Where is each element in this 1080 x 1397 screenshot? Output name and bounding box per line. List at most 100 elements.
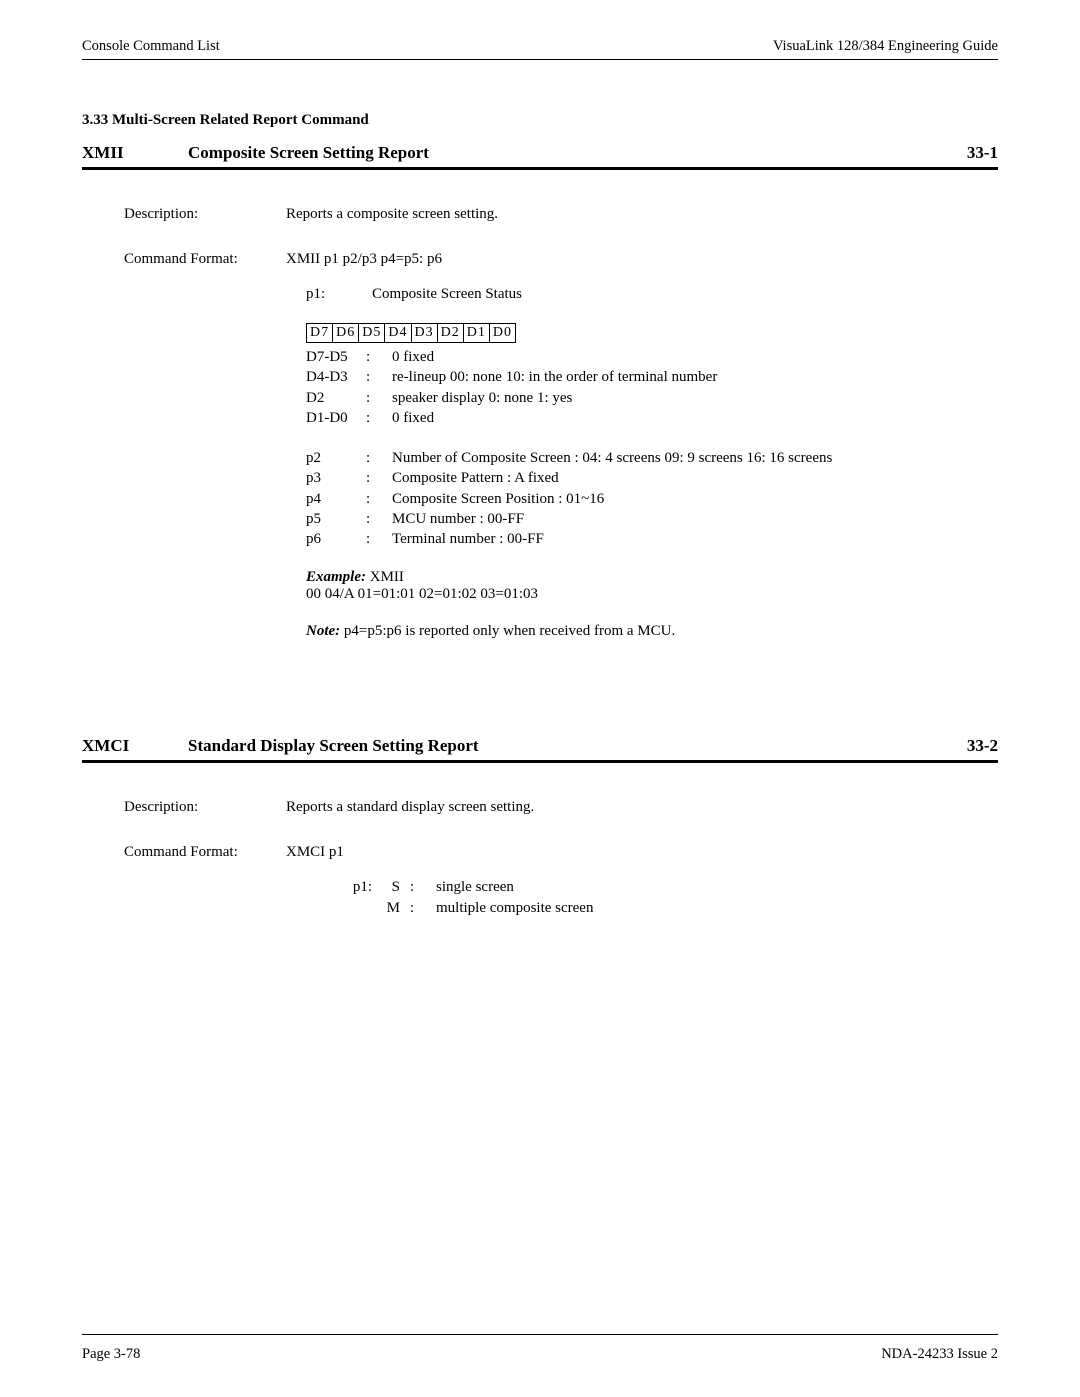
command-title: Composite Screen Setting Report xyxy=(188,143,967,163)
p1-desc: Composite Screen Status xyxy=(372,286,998,303)
p1-opt-colon: : xyxy=(400,898,424,918)
p1-opt-desc: single screen xyxy=(436,877,998,897)
example-label: Example: xyxy=(306,569,366,585)
param-row: p3 : Composite Pattern : A fixed xyxy=(306,468,998,488)
p1-option-row: p1: S : single screen xyxy=(344,877,998,897)
footer-right: NDA-24233 Issue 2 xyxy=(881,1346,998,1363)
param-colon: : xyxy=(366,529,392,549)
param-val: Terminal number : 00-FF xyxy=(392,529,998,549)
bit-def-val: 0 fixed xyxy=(392,408,998,428)
bit-cell: D0 xyxy=(489,324,515,343)
bit-cell: D4 xyxy=(385,324,411,343)
section-heading: 3.33 Multi-Screen Related Report Command xyxy=(82,112,998,129)
command-header-xmci: XMCI Standard Display Screen Setting Rep… xyxy=(82,736,998,756)
bit-def-colon: : xyxy=(366,388,392,408)
param-key: p5 xyxy=(306,509,366,529)
param-val: Composite Screen Position : 01~16 xyxy=(392,489,998,509)
bit-cell: D1 xyxy=(463,324,489,343)
format-row: Command Format: XMII p1 p2/p3 p4=p5: p6 … xyxy=(124,251,998,640)
bit-cell: D5 xyxy=(359,324,385,343)
p1-lead: p1: xyxy=(344,877,372,897)
page: Console Command List VisuaLink 128/384 E… xyxy=(0,0,1080,1397)
command-ref: 33-1 xyxy=(967,143,998,163)
command-title: Standard Display Screen Setting Report xyxy=(188,736,967,756)
bit-def-row: D2 : speaker display 0: none 1: yes xyxy=(306,388,998,408)
bit-cell: D6 xyxy=(333,324,359,343)
note-block: Note: p4=p5:p6 is reported only when rec… xyxy=(306,623,998,640)
p1-line: p1: Composite Screen Status xyxy=(286,286,998,303)
format-label: Command Format: xyxy=(124,844,286,918)
example-block: Example: XMII 00 04/A 01=01:01 02=01:02 … xyxy=(306,569,998,603)
command-body-xmci: Description: Reports a standard display … xyxy=(124,799,998,918)
bit-cell: D3 xyxy=(411,324,437,343)
bit-def-colon: : xyxy=(366,367,392,387)
command-header-xmii: XMII Composite Screen Setting Report 33-… xyxy=(82,143,998,163)
param-colon: : xyxy=(366,468,392,488)
p1-options: p1: S : single screen M : multiple compo… xyxy=(344,877,998,918)
format-text: XMII p1 p2/p3 p4=p5: p6 xyxy=(286,251,442,267)
param-key: p3 xyxy=(306,468,366,488)
p1-opt-code: M xyxy=(372,898,400,918)
param-val: Number of Composite Screen : 04: 4 scree… xyxy=(392,448,998,468)
header-left: Console Command List xyxy=(82,38,220,55)
format-value: XMII p1 p2/p3 p4=p5: p6 p1: Composite Sc… xyxy=(286,251,998,640)
page-header: Console Command List VisuaLink 128/384 E… xyxy=(82,38,998,55)
thick-rule xyxy=(82,167,998,170)
bit-cell: D7 xyxy=(307,324,333,343)
header-rule xyxy=(82,59,998,60)
bit-def-val: 0 fixed xyxy=(392,347,998,367)
example-line2: 00 04/A 01=01:01 02=01:02 03=01:03 xyxy=(306,586,538,602)
description-label: Description: xyxy=(124,799,286,816)
param-row: p6 : Terminal number : 00-FF xyxy=(306,529,998,549)
description-value: Reports a composite screen setting. xyxy=(286,206,998,223)
param-table: p2 : Number of Composite Screen : 04: 4 … xyxy=(306,448,998,549)
param-row: p5 : MCU number : 00-FF xyxy=(306,509,998,529)
p1-opt-colon: : xyxy=(400,877,424,897)
param-colon: : xyxy=(366,509,392,529)
description-row: Description: Reports a composite screen … xyxy=(124,206,998,223)
note-text: p4=p5:p6 is reported only when received … xyxy=(340,623,675,639)
param-row: p2 : Number of Composite Screen : 04: 4 … xyxy=(306,448,998,468)
param-val: MCU number : 00-FF xyxy=(392,509,998,529)
description-row: Description: Reports a standard display … xyxy=(124,799,998,816)
bit-def-colon: : xyxy=(366,408,392,428)
p1-key: p1: xyxy=(306,286,342,303)
bit-def-key: D4-D3 xyxy=(306,367,366,387)
format-row: Command Format: XMCI p1 p1: S : single s… xyxy=(124,844,998,918)
p1-opt-code: S xyxy=(372,877,400,897)
bit-def-table: D7-D5 : 0 fixed D4-D3 : re-lineup 00: no… xyxy=(306,347,998,428)
bit-def-row: D7-D5 : 0 fixed xyxy=(306,347,998,367)
bit-def-val: re-lineup 00: none 10: in the order of t… xyxy=(392,367,998,387)
param-colon: : xyxy=(366,489,392,509)
header-right: VisuaLink 128/384 Engineering Guide xyxy=(773,38,998,55)
bit-def-key: D2 xyxy=(306,388,366,408)
command-body-xmii: Description: Reports a composite screen … xyxy=(124,206,998,640)
p1-lead-empty xyxy=(344,898,372,918)
param-key: p2 xyxy=(306,448,366,468)
bit-table: D7 D6 D5 D4 D3 D2 D1 D0 xyxy=(306,323,516,343)
bit-def-colon: : xyxy=(366,347,392,367)
bit-def-row: D1-D0 : 0 fixed xyxy=(306,408,998,428)
param-key: p6 xyxy=(306,529,366,549)
bit-cell: D2 xyxy=(437,324,463,343)
page-footer: Page 3-78 NDA-24233 Issue 2 xyxy=(82,1346,998,1363)
bit-def-key: D7-D5 xyxy=(306,347,366,367)
p1-opt-desc: multiple composite screen xyxy=(436,898,998,918)
param-val: Composite Pattern : A fixed xyxy=(392,468,998,488)
param-colon: : xyxy=(366,448,392,468)
command-code: XMII xyxy=(82,143,188,163)
format-value: XMCI p1 p1: S : single screen M : mu xyxy=(286,844,998,918)
footer-rule xyxy=(82,1334,998,1335)
bit-def-val: speaker display 0: none 1: yes xyxy=(392,388,998,408)
command-code: XMCI xyxy=(82,736,188,756)
p1-option-row: M : multiple composite screen xyxy=(344,898,998,918)
param-row: p4 : Composite Screen Position : 01~16 xyxy=(306,489,998,509)
format-label: Command Format: xyxy=(124,251,286,640)
example-cmd: XMII xyxy=(366,569,404,585)
footer-left: Page 3-78 xyxy=(82,1346,140,1363)
command-section-xmci: XMCI Standard Display Screen Setting Rep… xyxy=(82,736,998,918)
bit-def-row: D4-D3 : re-lineup 00: none 10: in the or… xyxy=(306,367,998,387)
description-label: Description: xyxy=(124,206,286,223)
note-label: Note: xyxy=(306,623,340,639)
thick-rule xyxy=(82,760,998,763)
